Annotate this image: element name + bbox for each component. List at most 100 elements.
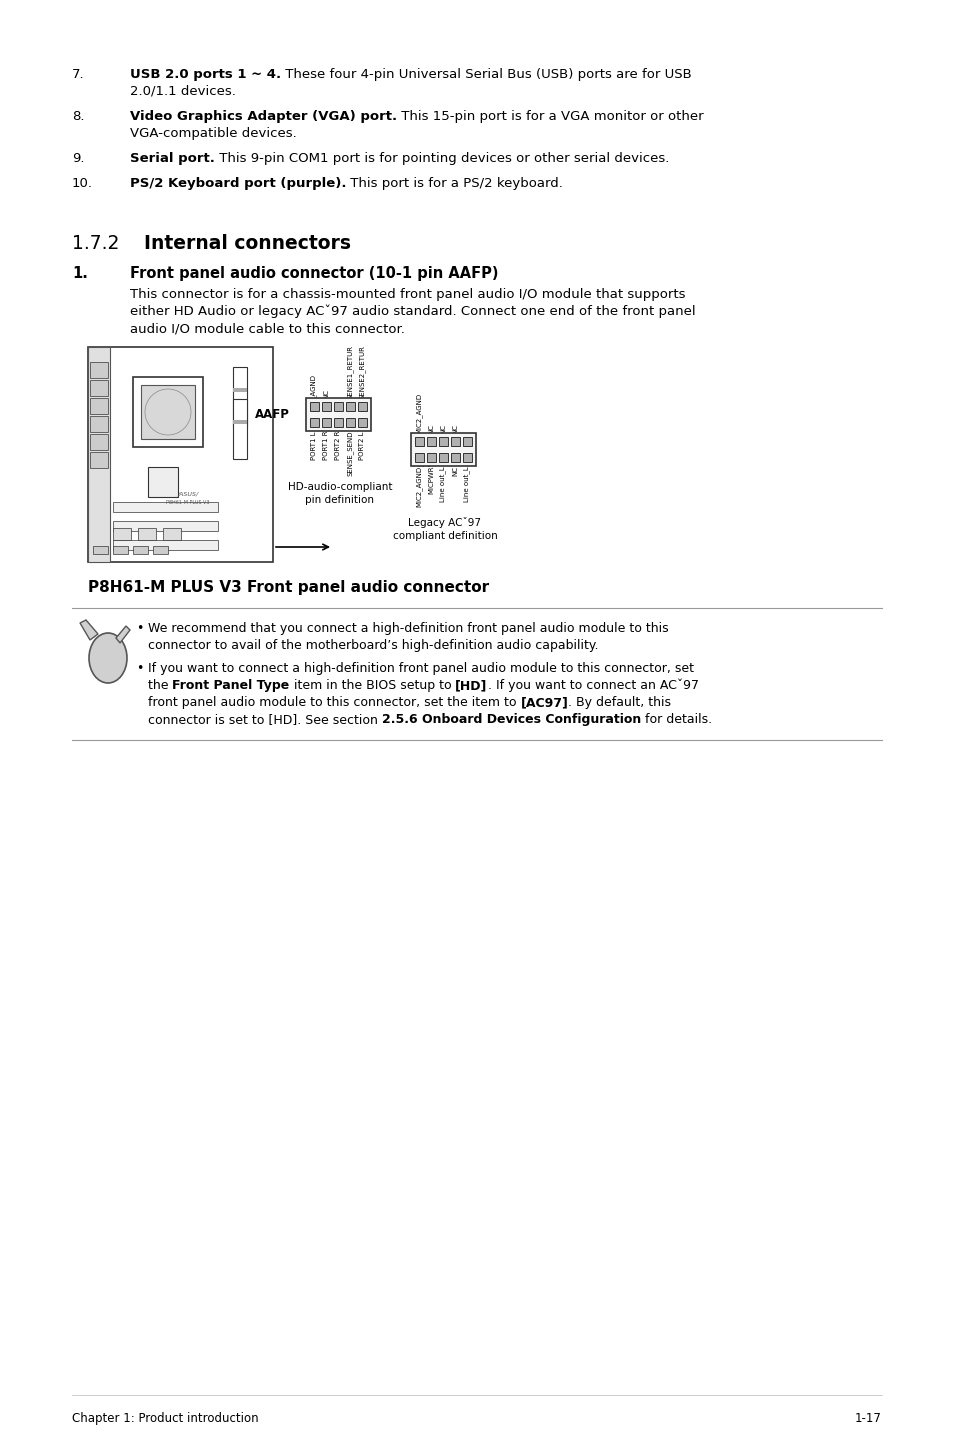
Bar (90, 434, 108, 450)
Text: •: • (136, 661, 143, 674)
Bar (152, 546, 168, 554)
Bar (310, 418, 318, 427)
Bar (132, 377, 203, 447)
Bar (334, 418, 343, 427)
Bar (322, 403, 331, 411)
Polygon shape (116, 626, 130, 643)
Text: This port is for a PS/2 keyboard.: This port is for a PS/2 keyboard. (346, 177, 563, 190)
Text: Front Panel Type: Front Panel Type (172, 679, 290, 692)
Bar (357, 403, 367, 411)
Text: MIC2_AGND: MIC2_AGND (416, 393, 422, 434)
Bar (427, 437, 436, 446)
Text: This 15-pin port is for a VGA monitor or other: This 15-pin port is for a VGA monitor or… (396, 109, 703, 124)
Text: P8H61-M PLUS V3 Front panel audio connector: P8H61-M PLUS V3 Front panel audio connec… (88, 580, 489, 595)
Bar (88, 347, 273, 562)
Text: . By default, this: . By default, this (568, 696, 671, 709)
Bar (346, 403, 355, 411)
Bar (415, 453, 423, 462)
Text: Line out_L: Line out_L (439, 466, 446, 502)
Text: This 9-pin COM1 port is for pointing devices or other serial devices.: This 9-pin COM1 port is for pointing dev… (214, 152, 669, 165)
Bar (90, 362, 108, 378)
Text: Internal connectors: Internal connectors (144, 234, 351, 253)
Text: Chapter 1: Product introduction: Chapter 1: Product introduction (71, 1412, 258, 1425)
Bar (233, 367, 247, 427)
Text: front panel audio module to this connector, set the item to: front panel audio module to this connect… (148, 696, 520, 709)
Bar (357, 418, 367, 427)
Text: 9.: 9. (71, 152, 85, 165)
Text: [AC97]: [AC97] (520, 696, 568, 709)
Bar (322, 418, 331, 427)
Bar (427, 453, 436, 462)
Bar (141, 385, 194, 439)
Bar (90, 416, 108, 431)
Text: AAFP: AAFP (254, 407, 290, 420)
Text: We recommend that you connect a high-definition front panel audio module to this: We recommend that you connect a high-def… (148, 623, 668, 636)
Bar (310, 403, 318, 411)
Text: P8H61-M PLUS V3: P8H61-M PLUS V3 (166, 500, 210, 505)
Text: Serial port.: Serial port. (130, 152, 214, 165)
Text: the: the (148, 679, 172, 692)
Bar (451, 453, 459, 462)
Text: NC: NC (323, 390, 329, 398)
Text: PS/2 Keyboard port (purple).: PS/2 Keyboard port (purple). (130, 177, 346, 190)
Bar (148, 467, 178, 498)
Text: /ASUS/: /ASUS/ (177, 492, 198, 498)
Bar (411, 433, 476, 466)
Polygon shape (80, 620, 98, 640)
Text: MICPWR: MICPWR (428, 466, 434, 495)
Text: Legacy ACˇ97
compliant definition: Legacy ACˇ97 compliant definition (393, 518, 497, 541)
Text: either HD Audio or legacy ACˇ97 audio standard. Connect one end of the front pan: either HD Audio or legacy ACˇ97 audio st… (130, 305, 695, 318)
Text: If you want to connect a high-definition front panel audio module to this connec: If you want to connect a high-definition… (148, 661, 693, 674)
Text: SENSE2_RETUR: SENSE2_RETUR (358, 345, 365, 398)
Text: This connector is for a chassis-mounted front panel audio I/O module that suppor: This connector is for a chassis-mounted … (130, 288, 685, 301)
Bar (90, 380, 108, 395)
Text: USB 2.0 ports 1 ~ 4.: USB 2.0 ports 1 ~ 4. (130, 68, 281, 81)
Bar (112, 541, 218, 549)
Text: SENSE1_RETUR: SENSE1_RETUR (346, 345, 353, 398)
Bar (415, 437, 423, 446)
Text: 1.: 1. (71, 266, 88, 280)
Bar (112, 528, 131, 541)
Bar (88, 347, 110, 562)
Text: 2.0/1.1 devices.: 2.0/1.1 devices. (130, 85, 235, 98)
Text: SENSE_SEND: SENSE_SEND (346, 431, 353, 476)
Bar (90, 452, 108, 467)
Text: item in the BIOS setup to: item in the BIOS setup to (290, 679, 455, 692)
Text: 2.5.6 Onboard Devices Configuration: 2.5.6 Onboard Devices Configuration (381, 713, 640, 726)
Bar (346, 418, 355, 427)
Text: VGA-compatible devices.: VGA-compatible devices. (130, 127, 296, 139)
Text: These four 4-pin Universal Serial Bus (USB) ports are for USB: These four 4-pin Universal Serial Bus (U… (281, 68, 691, 81)
Bar (233, 388, 247, 393)
Bar (462, 437, 472, 446)
Text: MIC2_AGND: MIC2_AGND (416, 466, 422, 508)
Text: 8.: 8. (71, 109, 85, 124)
Bar (438, 453, 448, 462)
Text: . If you want to connect an ACˇ97: . If you want to connect an ACˇ97 (487, 679, 698, 693)
Text: NC: NC (439, 424, 446, 434)
Bar (233, 420, 247, 424)
Text: [HD]: [HD] (455, 679, 487, 692)
Bar (306, 398, 371, 431)
Bar (112, 546, 128, 554)
Text: NC: NC (452, 424, 457, 434)
Ellipse shape (89, 633, 127, 683)
Text: _AGND: _AGND (311, 375, 317, 398)
Bar (462, 453, 472, 462)
Text: connector to avail of the motherboard’s high-definition audio capability.: connector to avail of the motherboard’s … (148, 638, 598, 651)
Text: connector is set to [HD]. See section: connector is set to [HD]. See section (148, 713, 381, 726)
Text: Line out_L: Line out_L (463, 466, 470, 502)
Text: audio I/O module cable to this connector.: audio I/O module cable to this connector… (130, 322, 404, 335)
Bar (112, 521, 218, 531)
Text: 1.7.2: 1.7.2 (71, 234, 119, 253)
Text: for details.: for details. (640, 713, 712, 726)
Bar (90, 398, 108, 414)
Text: Front panel audio connector (10-1 pin AAFP): Front panel audio connector (10-1 pin AA… (130, 266, 498, 280)
Text: NC: NC (428, 424, 434, 434)
Text: •: • (136, 623, 143, 636)
Text: PORT2 R: PORT2 R (335, 431, 340, 460)
Text: PORT1 L: PORT1 L (311, 431, 316, 460)
Bar (92, 546, 108, 554)
Text: Video Graphics Adapter (VGA) port.: Video Graphics Adapter (VGA) port. (130, 109, 396, 124)
Bar (438, 437, 448, 446)
Text: HD-audio-compliant
pin definition: HD-audio-compliant pin definition (288, 482, 392, 505)
